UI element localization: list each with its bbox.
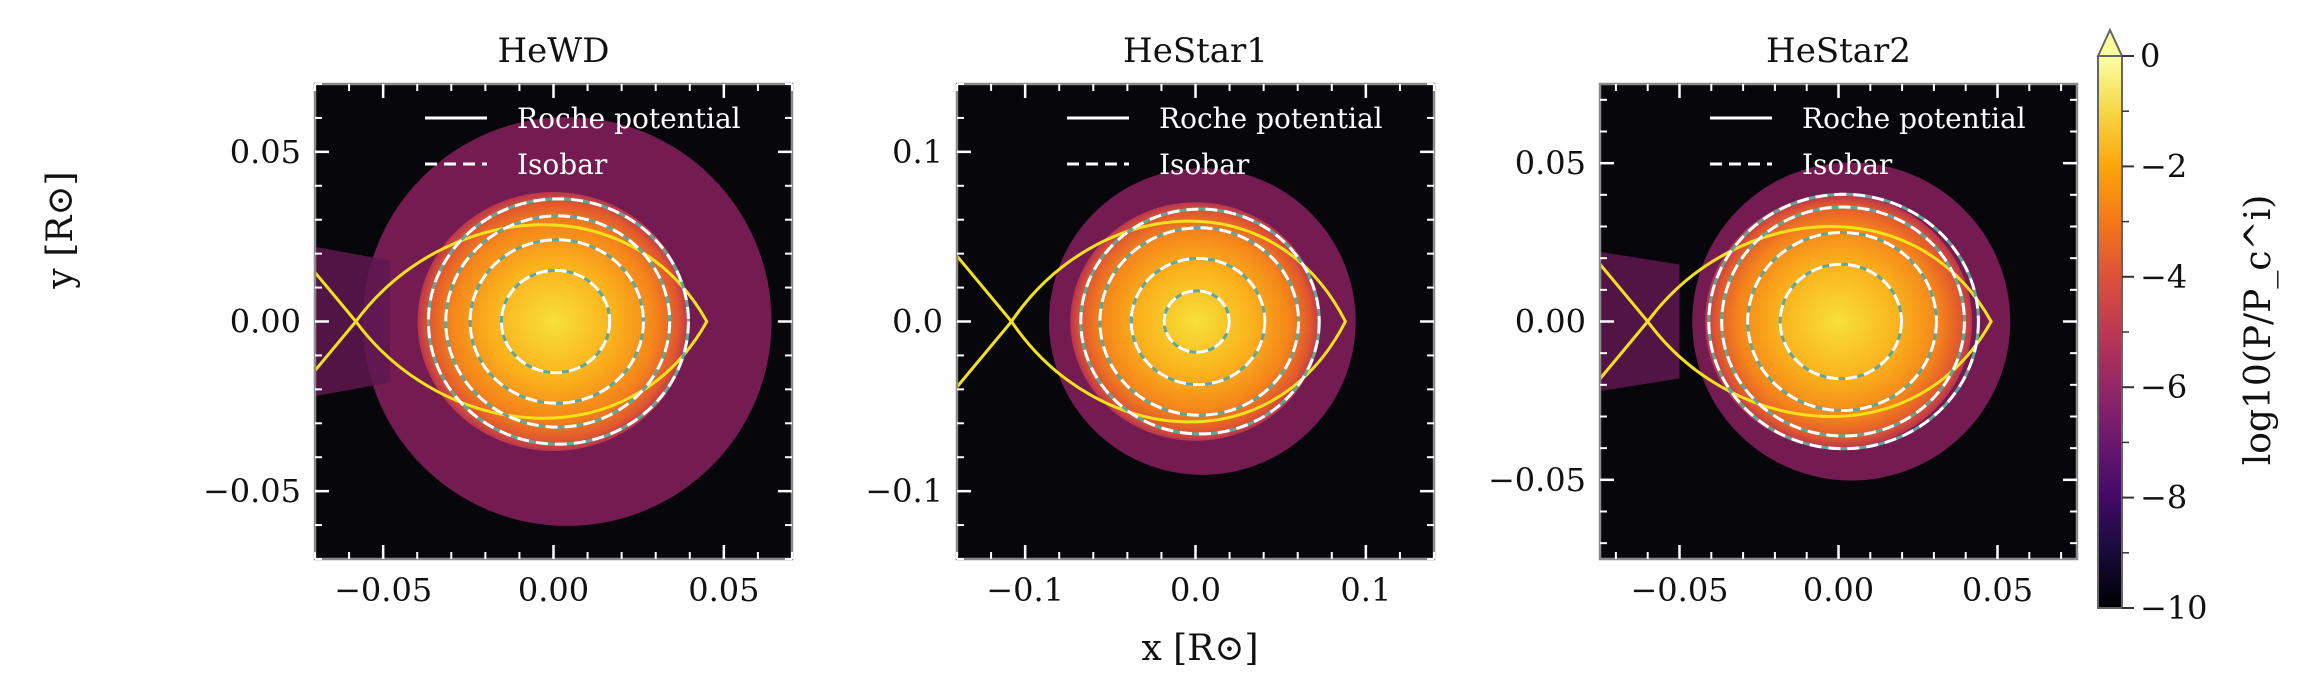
legend: Roche potential Isobar	[425, 102, 741, 181]
colorbar-extend-arrow	[2096, 27, 2124, 57]
y-tick-label: 0.00	[230, 303, 301, 341]
isobar-contour	[1129, 256, 1267, 387]
x-tick-label: −0.05	[334, 571, 432, 609]
y-tick-label: −0.1	[865, 472, 943, 510]
isobar-contour	[426, 197, 690, 446]
isobar-contour	[444, 214, 672, 429]
star-core	[1070, 202, 1321, 441]
x-tick-label: 0.0	[1170, 571, 1221, 609]
isobar-contour	[1098, 226, 1301, 417]
isobar-contour	[1720, 205, 1966, 438]
panel-title: HeStar2	[1766, 31, 1911, 71]
panel-title: HeWD	[498, 31, 610, 71]
isobar-contour	[1707, 192, 1980, 451]
legend: Roche potential Isobar	[1067, 102, 1383, 181]
roche-potential-contour	[1646, 225, 1993, 418]
colorbar-tick-label: −8	[2140, 479, 2187, 517]
isobar-contour	[1778, 262, 1903, 381]
y-tick-label: 0.1	[892, 133, 943, 171]
legend-roche-label: Roche potential	[1802, 102, 2026, 135]
colorbar-label: log10(P/P_c^i)	[2238, 195, 2279, 466]
roche-potential-crossing	[315, 271, 358, 372]
y-tick-label: 0.05	[1515, 144, 1586, 182]
colorbar: 0 −2 −4 −6 −8 −10 log10(P/P_c^i)	[2096, 27, 2279, 627]
isobar-contour	[499, 268, 612, 375]
colorbar-gradient	[2097, 55, 2123, 609]
star-core	[1704, 194, 1973, 449]
legend-isobar-label: Isobar	[1159, 148, 1250, 181]
legend-isobar-label: Isobar	[1802, 148, 1893, 181]
x-tick-label: 0.05	[688, 571, 759, 609]
x-tick-label: 0.00	[518, 571, 589, 609]
colorbar-tick-label: −10	[2140, 589, 2208, 627]
star-core	[417, 192, 690, 451]
x-tick-label: 0.00	[1803, 571, 1874, 609]
roche-potential-contour	[1010, 219, 1348, 424]
legend: Roche potential Isobar	[1710, 102, 2026, 181]
panel-title: HeStar1	[1123, 31, 1268, 71]
x-tick-label: −0.05	[1630, 571, 1728, 609]
y-axis-label: y [R⊙]	[40, 171, 81, 289]
panel-hestar1: Roche potential Isobar −0.1 0.0 0.1 −0.1 0.0 0.…	[865, 31, 1436, 609]
legend-roche-label: Roche potential	[1159, 102, 1383, 135]
y-tick-label: 0.0	[892, 303, 943, 341]
isobar-contour	[468, 238, 645, 405]
legend-roche-label: Roche potential	[517, 102, 741, 135]
y-tick-label: 0.00	[1515, 303, 1586, 341]
x-tick-label: 0.1	[1340, 571, 1391, 609]
x-tick-label: 0.05	[1962, 571, 2033, 609]
x-axis-label: x [R⊙]	[1141, 628, 1258, 669]
x-tick-label: −0.1	[986, 571, 1064, 609]
mass-transfer-stream	[315, 246, 390, 397]
y-tick-label: −0.05	[203, 472, 301, 510]
isobar-contour	[1746, 230, 1938, 413]
panel-hewd: Roche potential Isobar −0.05 0.00 0.05 −0.05 0…	[203, 31, 794, 609]
roche-potential-crossing	[957, 255, 1014, 388]
colorbar-tick-label: −6	[2140, 368, 2187, 406]
roche-potential-crossing	[1600, 263, 1650, 380]
legend-isobar-label: Isobar	[517, 148, 608, 181]
y-tick-label: −0.05	[1488, 461, 1586, 499]
colorbar-tick-label: −2	[2140, 147, 2187, 185]
panel-hestar2: Roche potential Isobar −0.05 0.00 0.05 −0.05 0…	[1488, 31, 2079, 609]
isobar-contour	[1162, 289, 1231, 354]
y-tick-label: 0.05	[230, 133, 301, 171]
colorbar-tick-label: −4	[2140, 258, 2187, 296]
colorbar-tick-label: 0	[2140, 37, 2160, 75]
isobar-contour	[1079, 207, 1321, 436]
